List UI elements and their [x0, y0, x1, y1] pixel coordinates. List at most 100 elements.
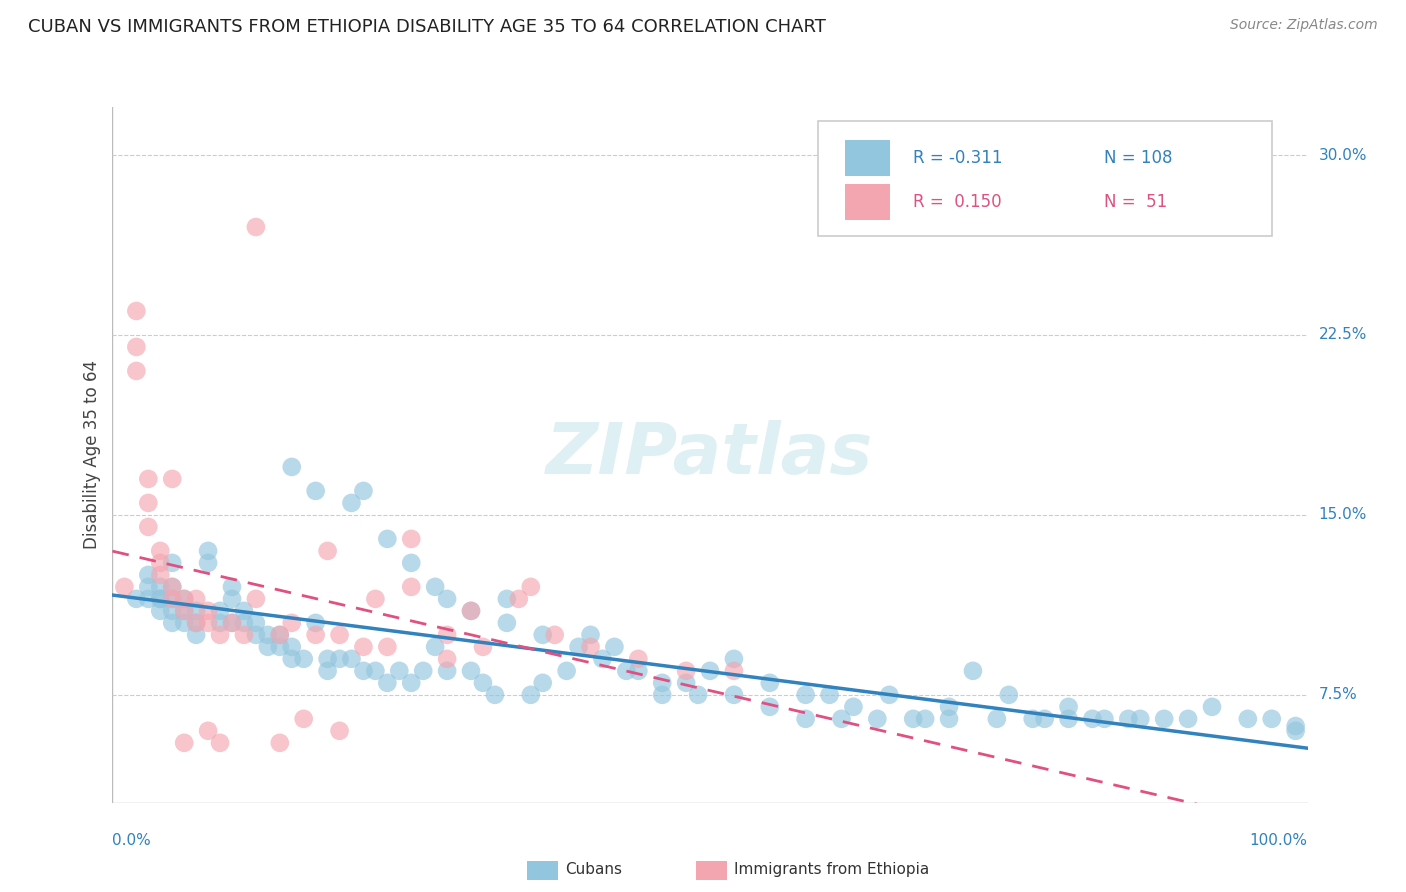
Point — [903, 712, 925, 726]
Point — [460, 604, 482, 618]
Point — [340, 496, 363, 510]
Point — [1021, 712, 1043, 726]
Point — [269, 628, 291, 642]
Point — [567, 640, 591, 654]
Point — [1260, 712, 1282, 726]
Point — [114, 580, 135, 594]
Point — [401, 532, 423, 546]
Point — [304, 615, 326, 630]
Point — [877, 688, 900, 702]
Point — [316, 652, 339, 666]
Point — [257, 640, 280, 654]
Point — [377, 532, 399, 546]
Point — [328, 723, 352, 738]
Point — [675, 676, 697, 690]
Point — [425, 580, 447, 594]
Point — [197, 556, 219, 570]
Text: Cubans: Cubans — [565, 863, 623, 877]
Point — [232, 628, 256, 642]
Point — [173, 591, 195, 606]
Text: R = -0.311: R = -0.311 — [914, 149, 1002, 167]
Text: 7.5%: 7.5% — [1319, 688, 1357, 702]
Point — [197, 604, 219, 618]
Point — [460, 664, 482, 678]
Point — [149, 544, 172, 558]
Point — [352, 483, 374, 498]
Point — [197, 723, 219, 738]
Point — [125, 591, 148, 606]
Point — [555, 664, 578, 678]
Point — [162, 556, 183, 570]
Point — [1177, 712, 1199, 726]
Point — [759, 699, 782, 714]
Point — [531, 628, 554, 642]
Point — [197, 544, 219, 558]
Text: N = 108: N = 108 — [1104, 149, 1173, 167]
Point — [412, 664, 434, 678]
Point — [496, 615, 519, 630]
Point — [1285, 719, 1308, 733]
Point — [125, 340, 148, 354]
Point — [651, 676, 673, 690]
Point — [138, 472, 160, 486]
Point — [675, 664, 697, 678]
Point — [245, 591, 267, 606]
Point — [794, 688, 817, 702]
Point — [208, 736, 231, 750]
Point — [328, 652, 352, 666]
Point — [281, 615, 304, 630]
Point — [818, 688, 841, 702]
Point — [221, 580, 243, 594]
Point — [914, 712, 936, 726]
Point — [1057, 712, 1080, 726]
Point — [1129, 712, 1152, 726]
Point — [938, 699, 960, 714]
FancyBboxPatch shape — [818, 121, 1271, 235]
Point — [627, 664, 650, 678]
Point — [759, 676, 782, 690]
Point — [401, 676, 423, 690]
Point — [401, 556, 423, 570]
Point — [173, 591, 195, 606]
Point — [686, 688, 709, 702]
Point — [221, 615, 243, 630]
Point — [352, 640, 374, 654]
Point — [1033, 712, 1056, 726]
Point — [364, 591, 387, 606]
Text: 15.0%: 15.0% — [1319, 508, 1367, 523]
Point — [436, 591, 458, 606]
Point — [186, 604, 208, 618]
Y-axis label: Disability Age 35 to 64: Disability Age 35 to 64 — [83, 360, 101, 549]
Point — [962, 664, 984, 678]
Point — [197, 615, 219, 630]
Point — [579, 640, 602, 654]
Point — [269, 640, 291, 654]
Point — [794, 712, 817, 726]
Point — [173, 604, 195, 618]
Point — [245, 628, 267, 642]
Text: Immigrants from Ethiopia: Immigrants from Ethiopia — [734, 863, 929, 877]
Point — [269, 736, 291, 750]
Point — [460, 604, 482, 618]
Bar — [845, 140, 890, 176]
Point — [125, 364, 148, 378]
Text: N =  51: N = 51 — [1104, 194, 1167, 211]
Point — [186, 615, 208, 630]
Text: R =  0.150: R = 0.150 — [914, 194, 1002, 211]
Point — [173, 736, 195, 750]
Point — [162, 580, 183, 594]
Text: ZIPatlas: ZIPatlas — [547, 420, 873, 490]
Point — [186, 615, 208, 630]
Point — [125, 304, 148, 318]
Point — [1092, 712, 1115, 726]
Point — [352, 664, 374, 678]
Point — [292, 712, 315, 726]
Point — [304, 628, 326, 642]
Point — [520, 688, 543, 702]
Point — [998, 688, 1021, 702]
Point — [221, 615, 243, 630]
Point — [138, 580, 160, 594]
Point — [1237, 712, 1260, 726]
Point — [508, 591, 530, 606]
Point — [186, 591, 208, 606]
